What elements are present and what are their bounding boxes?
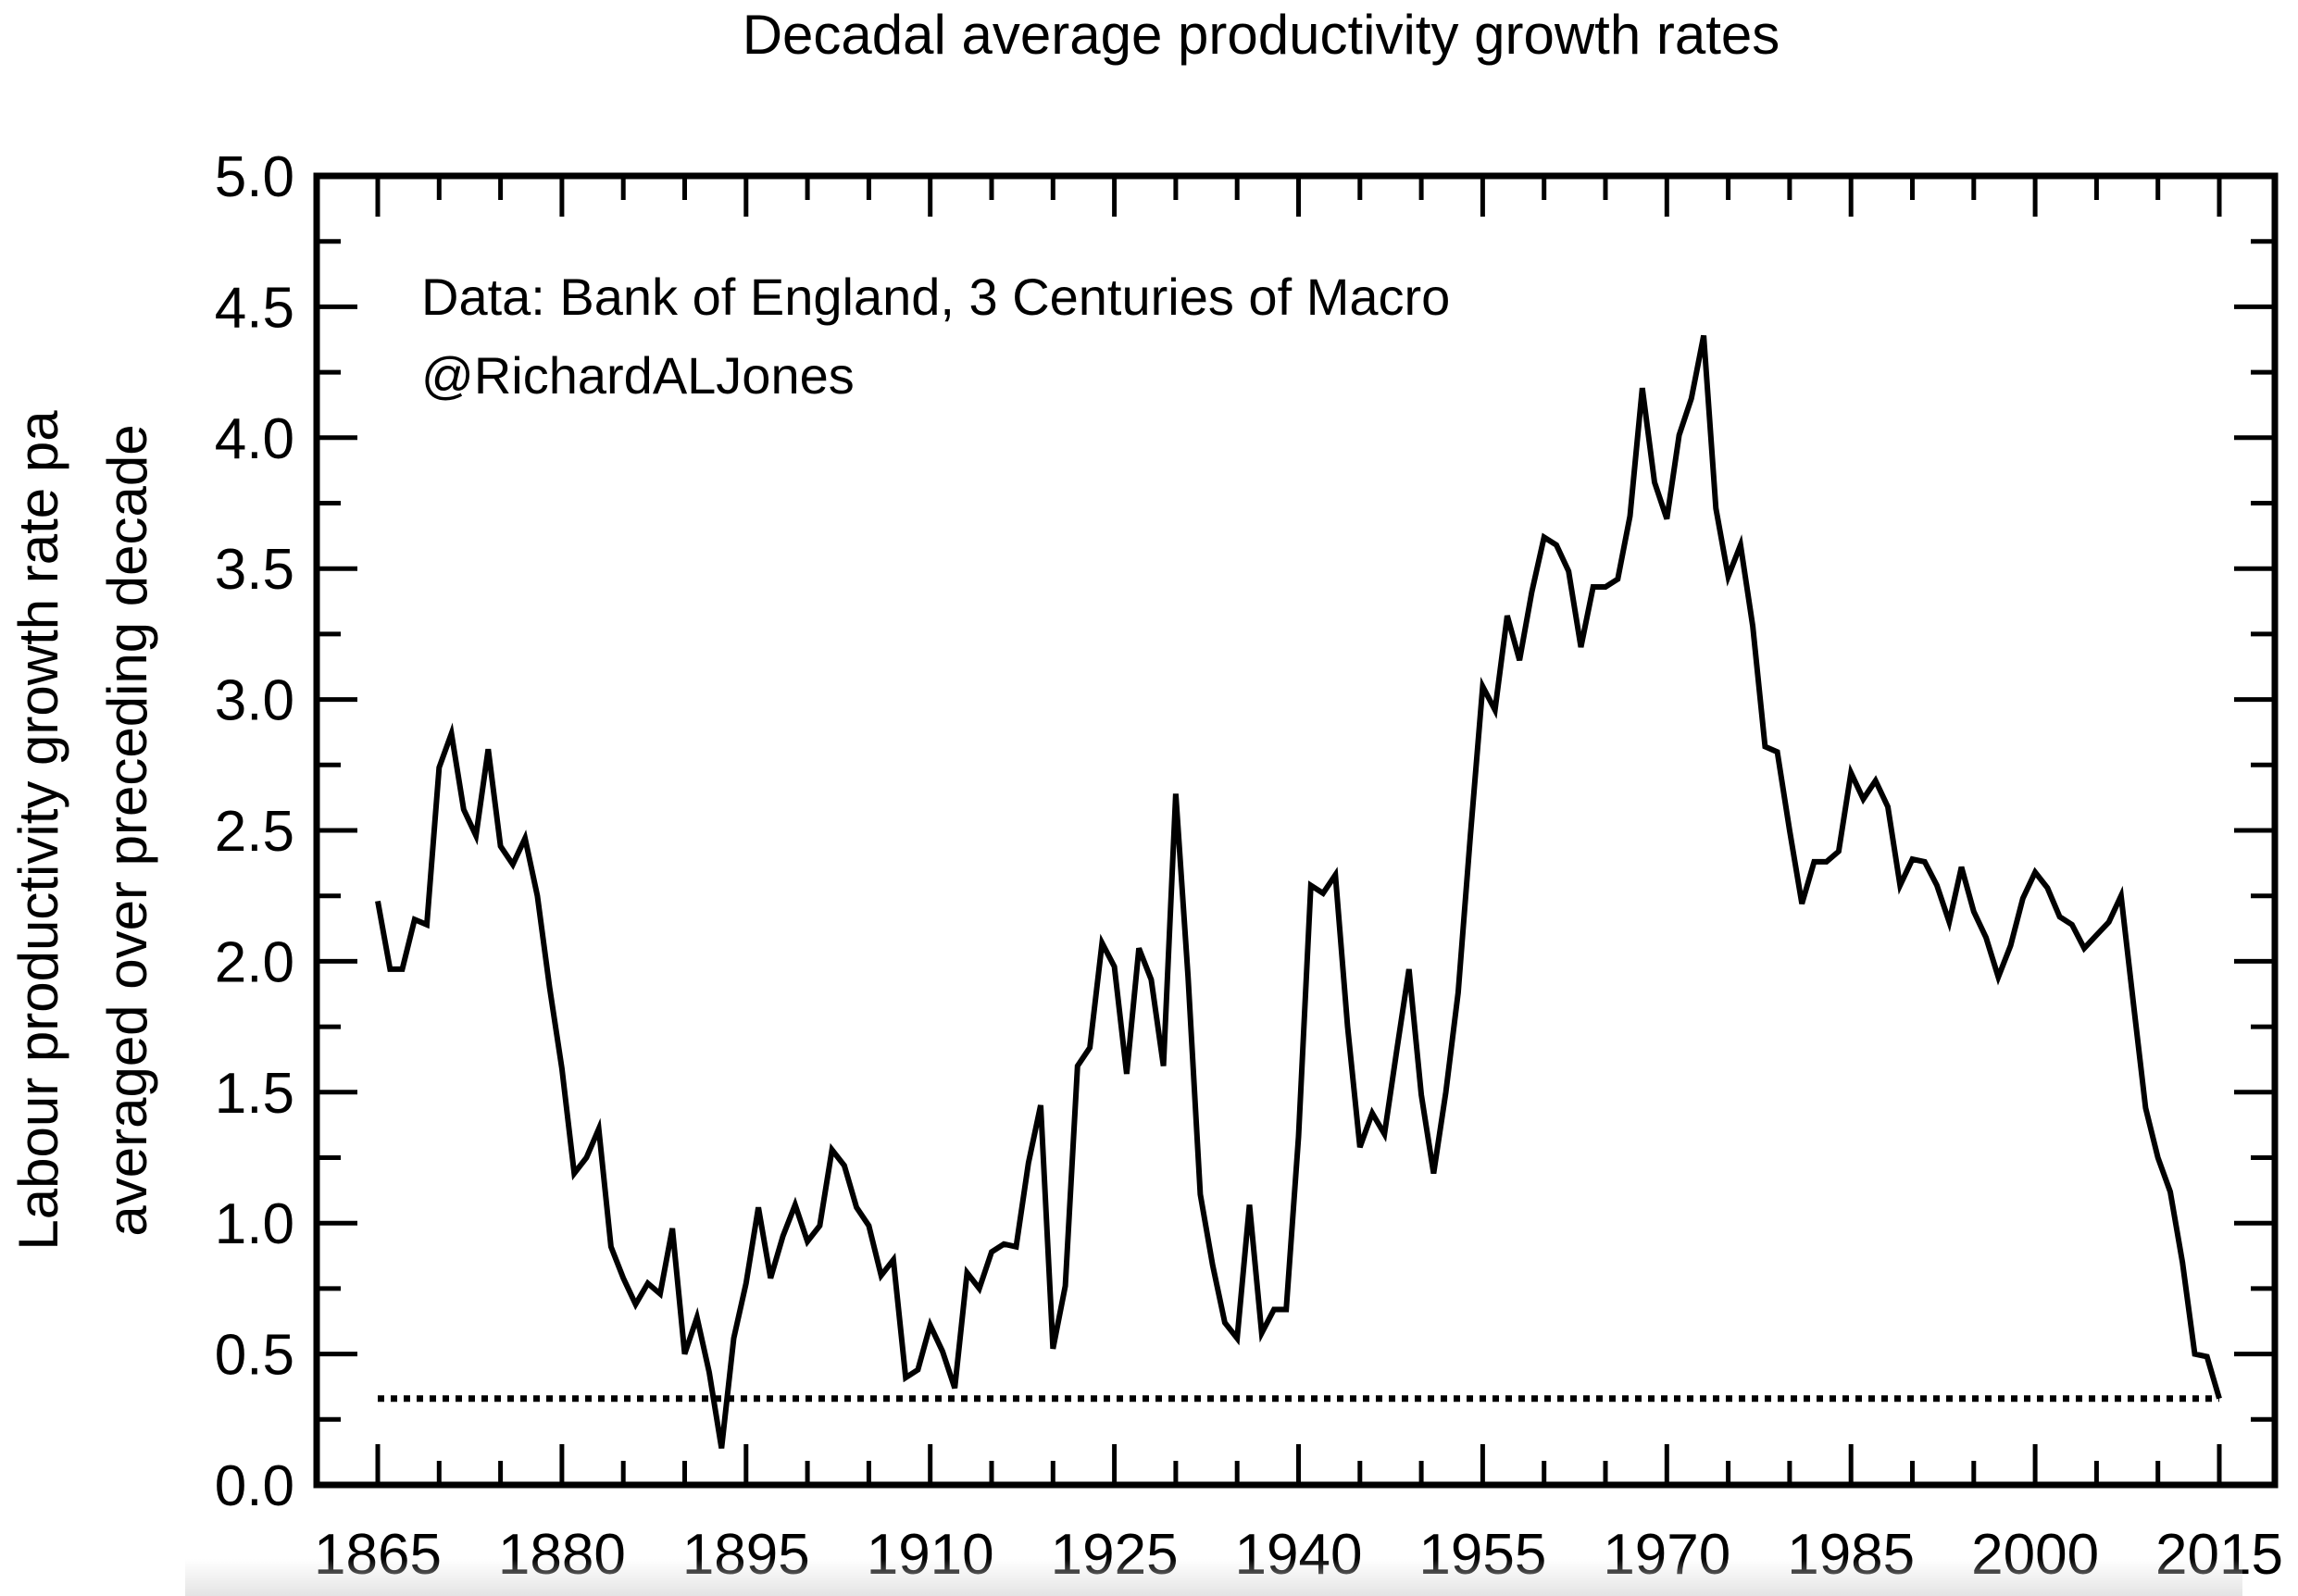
- y-tick-label: 3.5: [215, 538, 294, 602]
- x-tick-label: 1955: [1418, 1523, 1546, 1587]
- y-tick-label: 2.0: [215, 930, 294, 994]
- chart-title: Decadal average productivity growth rate…: [743, 4, 1780, 66]
- y-tick-label: 4.5: [215, 276, 294, 340]
- y-axis-label-line-1: Labour productivity growth rate pa: [7, 410, 69, 1251]
- series-layer: [375, 334, 2222, 1449]
- y-tick-label: 0.0: [215, 1454, 294, 1518]
- x-tick-label: 1910: [867, 1523, 994, 1587]
- x-tick-label: 1985: [1787, 1523, 1915, 1587]
- y-axis-label-line-2: averaged over preceding decade: [96, 424, 158, 1236]
- x-tick-label: 1880: [498, 1523, 626, 1587]
- y-tick-label: 4.0: [215, 407, 294, 471]
- y-axis-label: Labour productivity growth rate pa avera…: [7, 410, 158, 1251]
- x-tick-label: 1940: [1235, 1523, 1363, 1587]
- series-line: [375, 334, 2222, 1449]
- annotation-source: Data: Bank of England, 3 Centuries of Ma…: [421, 268, 1450, 326]
- annotation: Data: Bank of England, 3 Centuries of Ma…: [421, 268, 1450, 405]
- x-tick-label: 1895: [682, 1523, 810, 1587]
- plot-frame: [313, 172, 2279, 1489]
- x-tick-label: 2000: [1971, 1523, 2099, 1587]
- y-tick-label: 1.0: [215, 1192, 294, 1256]
- axis-tick-labels: 1865 1880 1895 1910 1925 1940 1955 1970 1985 2000…: [215, 145, 2283, 1587]
- x-tick-label: 2015: [2155, 1523, 2283, 1587]
- y-tick-label: 5.0: [215, 145, 294, 209]
- annotation-author: @RichardALJones: [421, 346, 855, 405]
- x-tick-label: 1865: [314, 1523, 442, 1587]
- y-tick-label: 0.5: [215, 1324, 294, 1388]
- y-tick-label: 2.5: [215, 800, 294, 864]
- y-tick-label: 3.0: [215, 669, 294, 733]
- x-tick-label: 1925: [1051, 1523, 1179, 1587]
- x-tick-label: 1970: [1603, 1523, 1730, 1587]
- y-tick-label: 1.5: [215, 1062, 294, 1126]
